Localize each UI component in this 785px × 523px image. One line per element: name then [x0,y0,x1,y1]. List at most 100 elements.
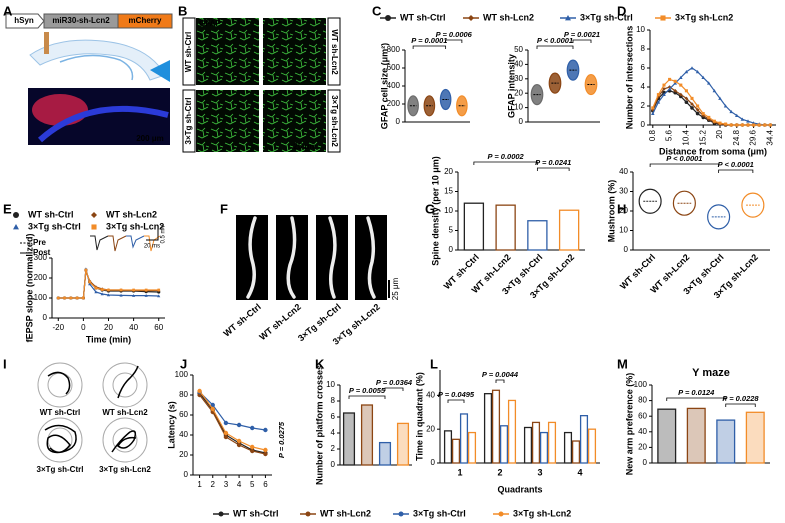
data-point [701,112,705,116]
annotation: P = 0.0124 [678,388,715,397]
data-point [88,280,92,284]
y-axis-label: New arm preference (%) [624,373,634,476]
fluorescence-image [28,88,170,145]
legend-label: WT sh-Lcn2 [483,12,534,22]
data-point [223,430,229,436]
annotation: P = 0.0021 [564,30,600,39]
data-point [729,123,733,127]
y-tick-label: 0 [331,460,336,469]
y-tick-label: 0 [519,117,524,126]
data-point [673,79,677,83]
panel-label: C [372,3,382,18]
annotation: P = 0.0228 [722,394,759,403]
data-point [132,294,136,297]
x-tick-label: 20 [715,129,724,138]
y-tick-label: 800 [387,45,401,54]
data-point [250,444,255,450]
y-axis-label: GFAP intensity [506,54,516,118]
y-tick-label: 20 [444,167,453,176]
data-point [100,292,104,296]
legend-label: 3×Tg sh-Ctrl [580,12,633,22]
data-point [94,286,98,290]
legend-label: 3×Tg sh-Ctrl [28,221,81,231]
legend-label: 3×Tg sh-Lcn2 [106,221,164,231]
series-line [652,78,771,126]
y-tick-label: 4 [331,428,336,437]
data-point [263,447,268,453]
y-tick-label: 4 [641,82,646,91]
y-tick-label: 20 [514,88,523,97]
y-tick-label: 8 [641,44,646,53]
image-label: WT sh-Ctrl [222,302,263,339]
data-point [263,427,268,433]
data-point [250,425,255,431]
bar [745,411,765,464]
y-axis-label: fEPSP slope (normalized) [24,234,34,343]
data-point [690,96,694,100]
x-tick-label: 5 [250,480,255,489]
data-point [662,92,666,97]
bar [657,408,677,464]
data-point [768,123,772,127]
data-point [695,70,700,74]
data-point [236,442,242,448]
x-tick-label: -20 [52,323,64,332]
row-label: 3×Tg sh-Ctrl [184,98,193,145]
y-tick-label: 6 [331,412,336,421]
data-point [746,119,750,123]
bar [378,441,392,466]
significance-bracket [649,163,720,167]
data-point [263,451,268,457]
x-tick-label: 10.4 [682,129,691,145]
data-point [673,81,677,85]
data-point [75,296,79,300]
y-tick-label: 40 [514,60,523,69]
y-axis-label: Time in quadrant (%) [414,372,424,461]
data-point [684,96,689,101]
y-tick-label: 40 [179,430,188,439]
data-point [88,282,92,286]
chart-title: Y maze [692,367,730,379]
series-line [199,390,266,451]
data-point [210,402,215,408]
y-tick-label: 5 [449,226,454,235]
y-tick-label: 0 [624,245,629,254]
data-point [718,121,722,125]
annotation: P = 0.0241 [535,158,571,167]
row-label: 3×Tg sh-Lcn2 [330,95,339,147]
y-tick-label: 60 [638,411,647,420]
data-point [144,288,148,292]
panel-label: J [180,356,187,371]
bar [716,419,736,464]
data-point [656,100,661,104]
y-tick-label: 0 [449,245,454,254]
legend-marker [385,15,391,21]
y-tick-label: 100 [175,370,189,379]
y-tick-label: 0 [641,120,646,129]
data-point [723,104,728,108]
track-label: 3×Tg sh-Lcn2 [99,465,151,474]
data-point [651,106,655,110]
gfap-images [182,17,341,153]
legend-label: 3×Tg sh-Lcn2 [675,12,733,22]
bar [507,399,517,464]
data-point [763,123,767,127]
legend-marker [13,224,19,230]
data-point [679,92,683,97]
y-tick-label: 400 [387,81,401,90]
bar [342,412,356,466]
data-point [684,100,689,104]
x-axis-label: Quadrants [497,484,542,494]
data-point [701,75,705,79]
data-point [236,422,242,428]
annotation: P = 0.0002 [488,152,525,161]
x-tick-label: 34.4 [766,129,775,145]
fepsp-traces [20,228,161,254]
panel-label: E [3,201,12,216]
scale-bar-label: 25 μm [391,277,400,300]
legend-marker [91,224,97,230]
y-tick-label: 2 [641,101,646,110]
legend-marker [91,212,97,218]
y-axis-label: Number of platform crosses [314,365,324,485]
swim-tracks [37,362,148,463]
